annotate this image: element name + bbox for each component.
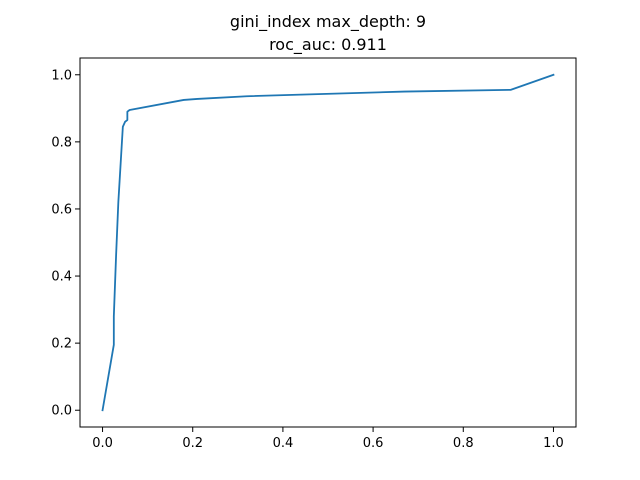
roc-curve-line bbox=[101, 73, 555, 412]
x-tick-label: 0.8 bbox=[453, 436, 474, 451]
axis-ticks: 0.0 0.2 0.4 0.6 0.8 1.0 0.0 0.2 0.4 0.6 0.8 1.0 bbox=[51, 68, 563, 451]
y-tick-label: 0.2 bbox=[51, 337, 72, 352]
chart-subtitle: roc_auc: 0.911 bbox=[269, 35, 387, 55]
y-tick-label: 0.4 bbox=[51, 270, 72, 285]
x-tick-label: 0.6 bbox=[363, 436, 384, 451]
y-tick-label: 0.8 bbox=[51, 135, 72, 150]
y-tick-label: 1.0 bbox=[51, 68, 72, 83]
series-layer bbox=[101, 73, 555, 412]
x-tick-label: 0.4 bbox=[273, 436, 294, 451]
x-tick-label: 0.0 bbox=[92, 436, 113, 451]
y-tick-label: 0.0 bbox=[51, 404, 72, 419]
x-tick-label: 0.2 bbox=[182, 436, 203, 451]
y-tick-label: 0.6 bbox=[51, 202, 72, 217]
x-tick-label: 1.0 bbox=[543, 436, 564, 451]
plot-frame bbox=[79, 57, 577, 428]
chart-title: gini_index max_depth: 9 bbox=[230, 12, 426, 32]
